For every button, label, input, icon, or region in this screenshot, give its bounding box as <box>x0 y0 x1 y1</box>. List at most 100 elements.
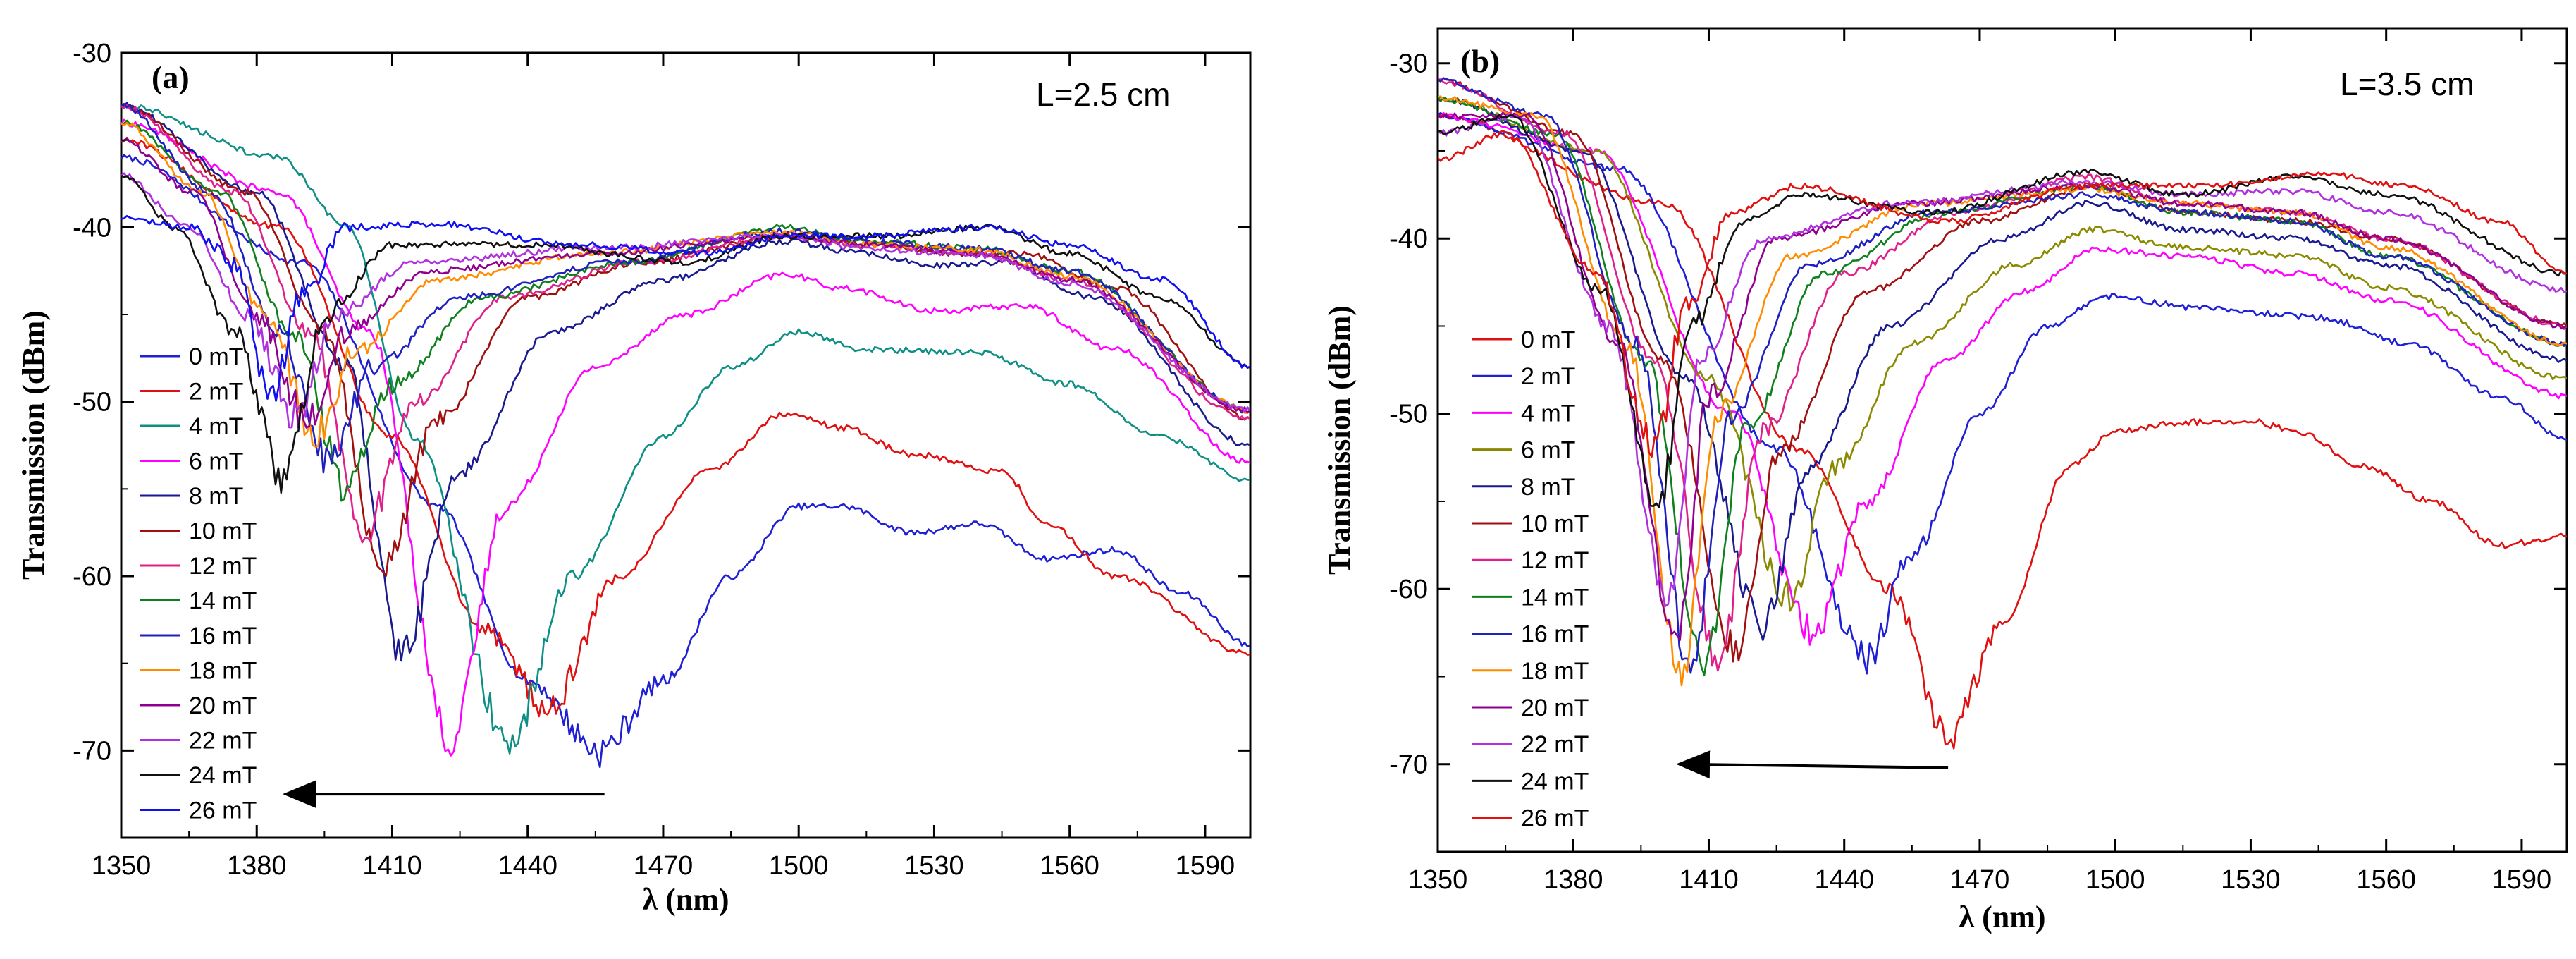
legend-label: 10 mT <box>189 518 257 545</box>
x-tick-label: 1530 <box>2221 865 2281 895</box>
y-tick-label: -40 <box>73 213 111 243</box>
x-axis-title: λ (nm) <box>642 882 729 917</box>
series-line-16-mT <box>121 103 1250 474</box>
x-tick-label: 1410 <box>362 851 422 881</box>
series-line-24-mT <box>121 174 1250 494</box>
x-tick-label: 1440 <box>498 851 557 881</box>
legend-label: 8 mT <box>1521 474 1575 501</box>
series-line-6-mT <box>1438 96 2567 612</box>
legend-label: 26 mT <box>1521 805 1589 832</box>
y-tick-label: -50 <box>1389 400 1428 429</box>
legend-label: 0 mT <box>189 343 243 370</box>
y-axis-ticks: -30 -40 -50 -60 -70 <box>1389 49 2567 780</box>
x-tick-label: 1410 <box>1679 865 1739 895</box>
shift-arrow <box>1676 750 1949 779</box>
series-line-4-mT <box>1438 111 2567 646</box>
series-line-16-mT <box>1438 77 2567 674</box>
legend-label: 20 mT <box>189 692 257 719</box>
legend-label: 16 mT <box>189 623 257 649</box>
y-axis-title: Transmission (dBm) <box>1322 305 1357 575</box>
x-tick-label: 1380 <box>227 851 287 881</box>
legend: 0 mT 2 mT 4 mT 6 mT 8 mT 10 mT 12 mT 14 mT 16 mT… <box>140 343 257 824</box>
legend-label: 12 mT <box>1521 547 1589 574</box>
series-line-8-mT <box>1438 97 2567 641</box>
x-tick-label: 1440 <box>1814 865 1874 895</box>
x-axis-ticks: 1350 1380 1410 1440 1470 1500 1530 1560 1590 <box>1408 28 2551 895</box>
legend-label: 18 mT <box>1521 658 1589 685</box>
legend-label: 20 mT <box>1521 695 1589 721</box>
legend-label: 2 mT <box>1521 363 1575 390</box>
series-line-8-mT <box>121 102 1250 662</box>
legend: 0 mT 2 mT 4 mT 6 mT 8 mT 10 mT 12 mT 14 mT 16 mT… <box>1472 326 1589 832</box>
series-line-12-mT <box>1438 78 2567 672</box>
y-tick-label: -50 <box>73 388 111 417</box>
legend-label: 26 mT <box>189 798 257 824</box>
y-tick-label: -70 <box>73 736 111 766</box>
y-tick-label: -70 <box>1389 750 1428 780</box>
length-annotation: L=3.5 cm <box>2340 66 2475 102</box>
legend-label: 6 mT <box>1521 437 1575 464</box>
series-lines <box>1438 77 2567 750</box>
legend-label: 14 mT <box>1521 584 1589 611</box>
series-line-22-mT <box>1438 113 2567 607</box>
legend-label: 12 mT <box>189 553 257 580</box>
legend-label: 4 mT <box>189 413 243 440</box>
y-tick-label: -30 <box>73 39 111 68</box>
x-tick-label: 1590 <box>1176 851 1235 881</box>
series-line-22-mT <box>121 172 1250 429</box>
series-line-2-mT <box>1438 111 2567 675</box>
x-tick-label: 1530 <box>904 851 964 881</box>
y-tick-label: -30 <box>1389 49 1428 79</box>
series-line-10-mT <box>1438 77 2567 663</box>
plot-frame <box>120 51 1252 839</box>
x-tick-label: 1350 <box>92 851 152 881</box>
x-tick-label: 1500 <box>769 851 829 881</box>
legend-label: 22 mT <box>1521 731 1589 758</box>
series-lines <box>121 102 1250 769</box>
x-tick-label: 1470 <box>634 851 694 881</box>
series-line-2-mT <box>121 137 1250 718</box>
plot-frame <box>1436 27 2568 853</box>
legend-label: 24 mT <box>189 762 257 789</box>
panel-label: (a) <box>152 59 190 95</box>
x-tick-label: 1350 <box>1408 865 1468 895</box>
legend-label: 18 mT <box>189 658 257 685</box>
chart-panel-b: 1350 1380 1410 1440 1470 1500 1530 1560 1590 -30… <box>1322 27 2568 934</box>
y-axis-ticks: -30 -40 -50 -60 -70 <box>73 39 1250 766</box>
x-axis-title: λ (nm) <box>1959 900 2045 934</box>
series-line-26-mT <box>121 214 1250 402</box>
x-tick-label: 1470 <box>1950 865 2010 895</box>
y-axis-title: Transmission (dBm) <box>16 310 51 580</box>
panel-label: (b) <box>1460 43 1500 79</box>
series-line-6-mT <box>121 118 1250 757</box>
x-tick-label: 1560 <box>1040 851 1099 881</box>
y-tick-label: -60 <box>1389 575 1428 604</box>
series-line-0-mT <box>121 154 1250 769</box>
legend-label: 4 mT <box>1521 400 1575 427</box>
chart-panel-a: 1350 1380 1410 1440 1470 1500 1530 1560 1590 -30… <box>16 39 1252 917</box>
legend-label: 2 mT <box>189 379 243 405</box>
legend-label: 24 mT <box>1521 768 1589 795</box>
x-tick-label: 1380 <box>1543 865 1603 895</box>
series-line-26-mT <box>1438 130 2567 458</box>
y-tick-label: -40 <box>1389 224 1428 254</box>
series-line-4-mT <box>121 103 1250 755</box>
legend-label: 6 mT <box>189 448 243 475</box>
series-line-0-mT <box>1438 112 2567 750</box>
legend-label: 22 mT <box>189 728 257 755</box>
series-line-10-mT <box>121 103 1250 577</box>
legend-label: 14 mT <box>189 588 257 615</box>
legend-label: 8 mT <box>189 483 243 510</box>
x-tick-label: 1590 <box>2492 865 2552 895</box>
legend-label: 16 mT <box>1521 621 1589 648</box>
legend-label: 0 mT <box>1521 326 1575 353</box>
x-axis-ticks: 1350 1380 1410 1440 1470 1500 1530 1560 1590 <box>92 53 1235 881</box>
series-line-18-mT <box>121 121 1250 448</box>
x-tick-label: 1560 <box>2356 865 2416 895</box>
x-tick-label: 1500 <box>2085 865 2145 895</box>
length-annotation: L=2.5 cm <box>1036 76 1171 113</box>
y-tick-label: -60 <box>73 562 111 592</box>
legend-label: 10 mT <box>1521 511 1589 537</box>
series-line-12-mT <box>121 104 1250 544</box>
